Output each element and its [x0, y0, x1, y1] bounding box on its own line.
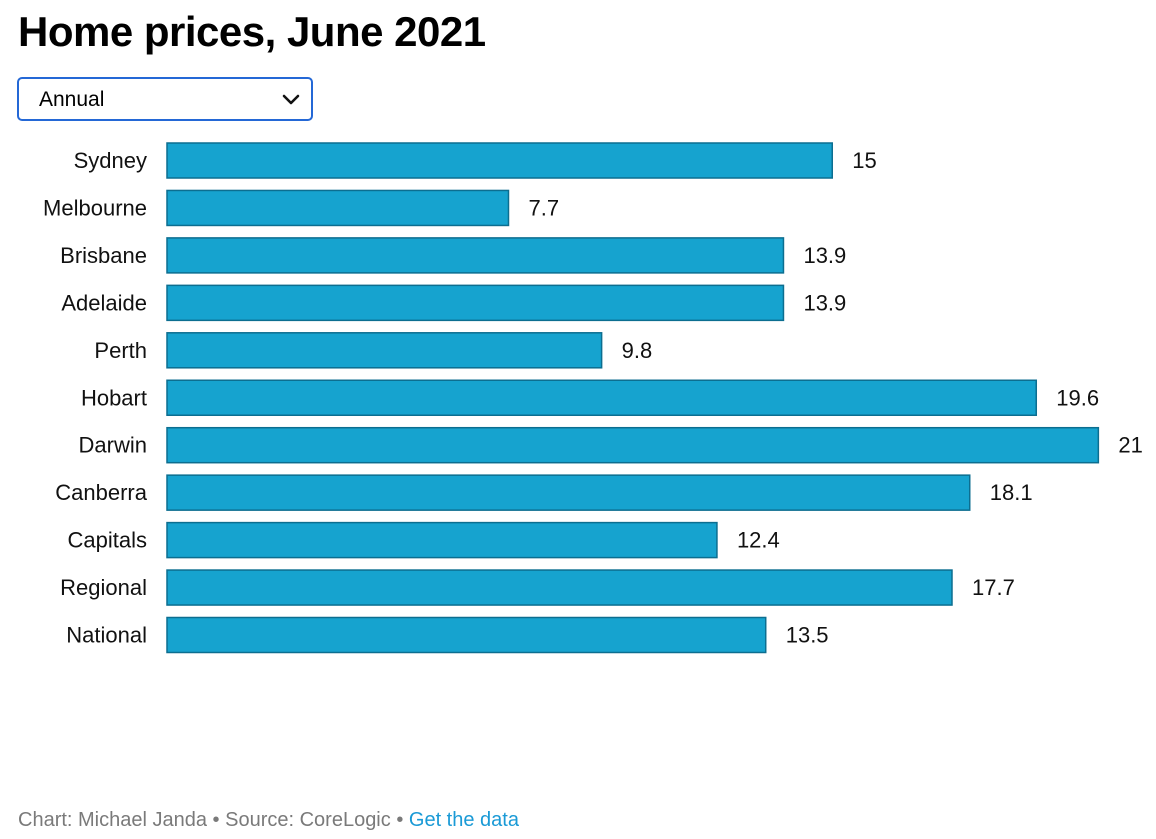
bar-melbourne [166, 189, 510, 227]
value-label: 15 [852, 148, 876, 173]
value-label: 21 [1118, 433, 1142, 458]
bar-hobart [166, 379, 1038, 416]
footer-credit: Chart: Michael Janda [18, 809, 207, 831]
bar-brisbane [166, 237, 785, 274]
bar-canberra [166, 474, 971, 511]
category-label: Brisbane [60, 243, 147, 268]
bar-capitals [166, 521, 718, 559]
value-label: 7.7 [528, 195, 559, 220]
value-label: 19.6 [1056, 385, 1099, 410]
footer-separator: • [206, 809, 226, 831]
category-label: Hobart [81, 385, 147, 410]
category-label: National [66, 623, 147, 648]
category-label: Canberra [55, 480, 147, 505]
chart-footer: Chart: Michael Janda • Source: CoreLogic… [18, 807, 519, 833]
footer-separator: • [390, 809, 409, 831]
category-label: Sydney [74, 148, 147, 173]
bar-perth [166, 332, 603, 369]
value-label: 13.9 [803, 243, 846, 268]
category-label: Melbourne [43, 195, 147, 220]
bar-national [166, 616, 767, 654]
chart-title: Home prices, June 2021 [18, 8, 486, 55]
category-label: Darwin [79, 433, 147, 458]
bar-darwin [166, 426, 1100, 464]
chevron-down-icon [282, 94, 300, 105]
value-label: 18.1 [990, 480, 1033, 505]
footer-source: Source: CoreLogic [225, 809, 391, 831]
period-select[interactable]: Annual [17, 77, 313, 121]
bar-adelaide [166, 284, 785, 322]
value-label: 17.7 [972, 575, 1015, 600]
bar-sydney [166, 142, 833, 179]
value-label: 13.9 [803, 290, 846, 315]
category-label: Adelaide [61, 290, 147, 315]
value-label: 9.8 [622, 338, 653, 363]
category-label: Capitals [68, 528, 147, 553]
category-label: Regional [60, 575, 147, 600]
period-select-value: Annual [39, 88, 105, 111]
get-the-data-link[interactable]: Get the data [408, 809, 519, 831]
value-label: 12.4 [737, 528, 780, 553]
bar-chart: Sydney 15 Melbourne 7.7 Brisbane 13.9 Adelaide… [43, 142, 1143, 654]
category-label: Perth [94, 338, 147, 363]
value-label: 13.5 [786, 623, 829, 648]
bar-regional [166, 569, 953, 606]
